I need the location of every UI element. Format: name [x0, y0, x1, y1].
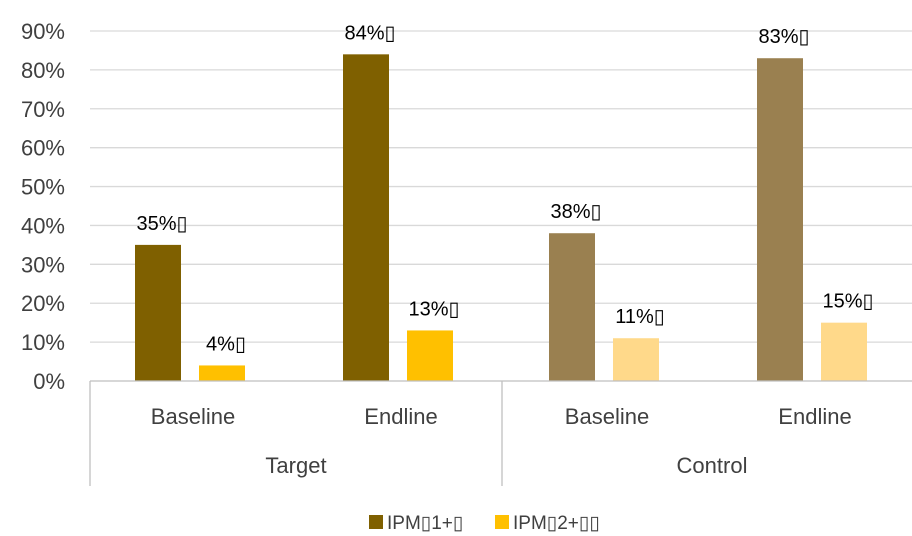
data-labels: 35%▯ 84%▯ 38%▯ 83%▯ 4%▯ 13%▯ 11%▯ 15%▯ [136, 22, 873, 355]
bar [135, 244, 181, 381]
category-label: Endline [364, 404, 437, 429]
bars [135, 54, 867, 381]
data-label: 4%▯ [206, 333, 246, 355]
category-label: Endline [778, 404, 851, 429]
y-tick-label: 30% [21, 252, 65, 277]
gridlines [90, 30, 912, 343]
category-label: Baseline [151, 404, 235, 429]
legend-swatch [495, 515, 509, 529]
category-label: Baseline [565, 404, 649, 429]
bar [343, 54, 389, 381]
group-label: Target [265, 453, 326, 478]
y-tick-label: 70% [21, 97, 65, 122]
data-label: 35%▯ [136, 213, 187, 235]
bar [407, 330, 453, 381]
y-tick-label: 80% [21, 58, 65, 83]
data-label: 38%▯ [550, 201, 601, 223]
legend: IPM▯1+▯ IPM▯2+▯▯ [369, 513, 600, 534]
group-label: Control [677, 453, 748, 478]
legend-label: IPM▯1+▯ [387, 513, 463, 534]
data-label: 11%▯ [615, 306, 665, 328]
y-axis-ticks: 0% 10% 20% 30% 40% 50% 60% 70% 80% 90% [21, 19, 65, 394]
bar [199, 365, 245, 381]
y-tick-label: 60% [21, 136, 65, 161]
y-tick-label: 40% [21, 213, 65, 238]
x-axis [89, 380, 912, 486]
legend-label: IPM▯2+▯▯ [513, 513, 600, 534]
legend-swatch [369, 515, 383, 529]
data-label: 84%▯ [344, 22, 395, 44]
bar [613, 338, 659, 381]
data-label: 83%▯ [758, 26, 809, 48]
bar [821, 322, 867, 381]
y-tick-label: 50% [21, 175, 65, 200]
bar [757, 58, 803, 381]
data-label: 15%▯ [822, 291, 873, 313]
category-labels: Baseline Endline Target Baseline Endline Cont… [151, 404, 852, 478]
y-tick-label: 10% [21, 330, 65, 355]
y-tick-label: 20% [21, 291, 65, 316]
y-tick-label: 0% [33, 369, 65, 394]
data-label: 13%▯ [408, 298, 459, 320]
y-tick-label: 90% [21, 19, 65, 44]
bar [549, 233, 595, 381]
